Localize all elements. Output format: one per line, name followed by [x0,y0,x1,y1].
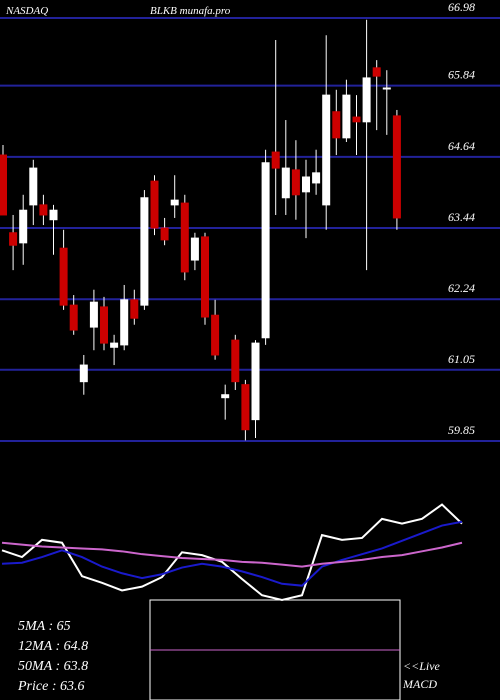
candle-down [59,247,68,306]
candle-up [251,342,260,421]
candle-down [180,202,189,273]
ma-label: 5MA : 65 [18,619,71,634]
candle-down [332,111,341,139]
candle-down [0,154,7,216]
candle-up [49,209,58,221]
chart-title: BLKB munafa.pro [150,5,231,17]
indicator-line [1,520,463,587]
candle-down [201,236,209,318]
y-tick-label: 59.85 [448,423,475,437]
candle-up [140,197,149,306]
candle-up [261,162,270,339]
candle-down [160,227,169,241]
candle-down [241,384,250,431]
candle-down [39,204,48,216]
candle-up [29,167,38,206]
candle-down [352,116,361,123]
indicator-line [1,541,463,568]
candle-down [150,180,159,229]
y-tick-label: 63.44 [448,210,475,224]
macd-label: MACD [402,677,437,691]
ma-label: 12MA : 64.8 [18,639,88,654]
candle-down [211,314,220,356]
y-tick-label: 62.24 [448,281,475,295]
exchange: NASDAQ [5,5,48,17]
ma-label: 50MA : 63.8 [18,659,88,674]
candle-up [362,77,371,123]
y-tick-label: 64.64 [448,139,475,153]
candle-up [89,301,98,328]
candle-up [302,176,310,193]
candle-up [110,342,119,348]
candle-up [382,87,391,90]
candle-down [9,232,18,246]
y-tick-label: 61.05 [448,352,475,366]
candle-up [170,199,179,206]
candle-up [79,364,88,383]
candle-down [291,169,300,196]
candle-down [392,115,401,219]
candle-up [281,167,290,199]
candle-down [372,67,381,77]
candle-down [271,151,280,169]
y-tick-label: 65.84 [448,68,475,82]
candle-down [69,304,78,331]
candle-up [190,237,199,261]
candle-down [231,339,240,383]
candle-up [322,94,331,206]
live-link: <<Live [403,659,441,673]
candle-up [221,394,230,399]
candle-up [19,209,28,244]
y-tick-label: 66.98 [448,0,475,14]
candle-down [100,306,108,344]
indicator-line [1,503,463,602]
ma-label: Price : 63.6 [17,679,84,694]
candle-up [342,94,351,139]
candle-up [120,299,129,346]
candle-down [130,299,139,319]
candle-up [312,172,321,184]
